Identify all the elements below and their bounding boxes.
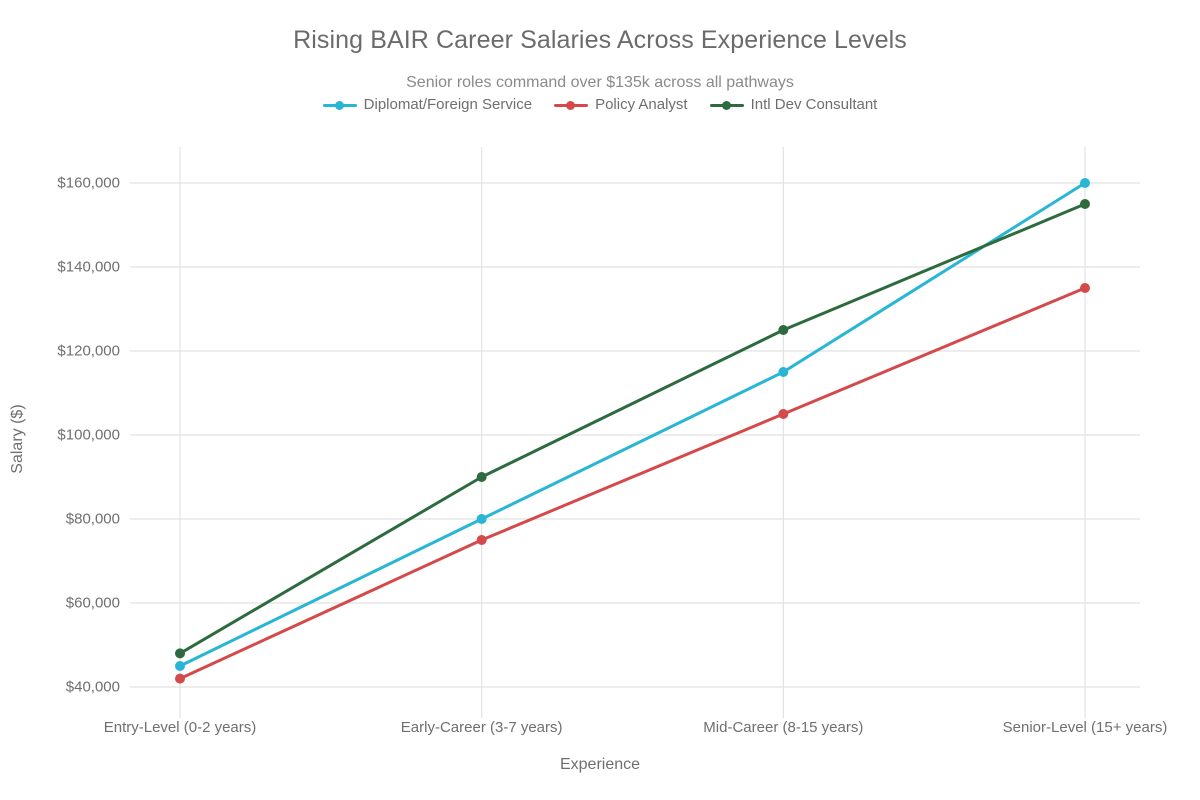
data-point-marker — [1080, 178, 1090, 188]
legend-marker-icon — [721, 101, 731, 110]
legend-item[interactable]: Policy Analyst — [554, 96, 688, 113]
data-point-marker — [175, 661, 185, 671]
legend-marker-icon — [334, 101, 344, 110]
legend-swatch-icon — [709, 98, 744, 112]
y-tick-label: $40,000 — [65, 678, 120, 696]
legend-label: Policy Analyst — [595, 96, 688, 113]
x-tick-label: Mid-Career (8-15 years) — [703, 719, 864, 736]
x-tick-label: Entry-Level (0-2 years) — [103, 719, 257, 736]
grid-lines — [130, 147, 1140, 718]
x-tick-label: Early-Career (3-7 years) — [400, 719, 563, 736]
data-point-marker — [778, 325, 789, 335]
x-tick-label: Senior-Level (15+ years) — [1002, 719, 1168, 736]
y-tick-label: $120,000 — [57, 342, 120, 360]
y-tick-label: $80,000 — [65, 510, 120, 528]
data-point-marker — [476, 514, 487, 524]
x-axis-title: Experience — [559, 756, 641, 773]
data-point-marker — [476, 472, 487, 482]
legend-item[interactable]: Intl Dev Consultant — [709, 96, 878, 113]
series-2 — [175, 283, 1090, 684]
data-point-marker — [778, 409, 789, 419]
legend-label: Intl Dev Consultant — [750, 96, 878, 113]
series-line — [178, 286, 1087, 681]
y-tick-label: $160,000 — [57, 174, 120, 192]
series-1 — [175, 178, 1090, 671]
y-tick-label: $140,000 — [57, 258, 120, 276]
series-line — [178, 202, 1087, 655]
data-point-marker — [476, 535, 487, 545]
legend-swatch-icon — [322, 98, 357, 112]
series-3 — [175, 199, 1090, 659]
chart-subtitle: Senior roles command over $135k across a… — [406, 74, 794, 91]
data-point-marker — [778, 367, 789, 377]
data-point-marker — [175, 673, 185, 684]
data-point-marker — [1080, 199, 1090, 209]
legend-label: Diplomat/Foreign Service — [363, 96, 533, 113]
y-axis-title: Salary ($) — [9, 404, 26, 474]
series-line — [178, 181, 1087, 668]
data-point-marker — [175, 648, 185, 659]
legend-swatch-icon — [554, 98, 589, 112]
chart-legend: Diplomat/Foreign Service Policy Analyst In… — [0, 96, 1200, 113]
y-tick-label: $100,000 — [57, 426, 120, 444]
y-tick-label: $60,000 — [65, 594, 120, 612]
chart-title: Rising BAIR Career Salaries Across Exper… — [293, 26, 907, 54]
legend-marker-icon — [566, 101, 576, 110]
data-point-marker — [1080, 283, 1090, 293]
legend-item[interactable]: Diplomat/Foreign Service — [322, 96, 533, 113]
